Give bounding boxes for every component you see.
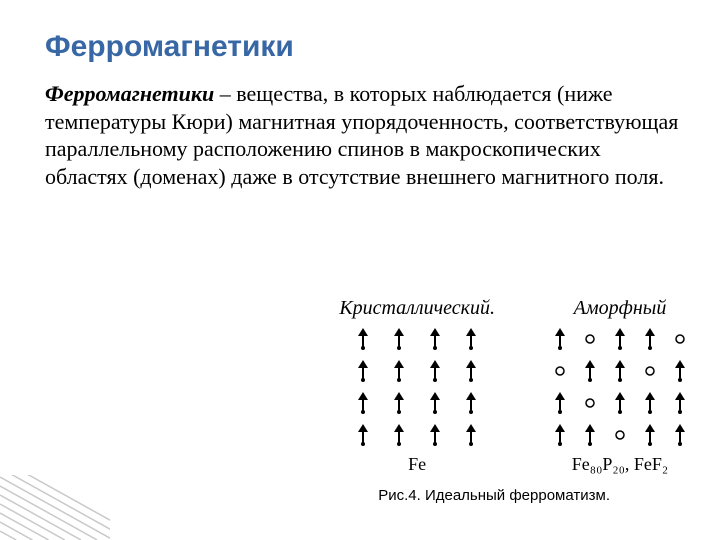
spin-arrow-icon <box>461 392 481 416</box>
crystalline-grid <box>339 328 495 448</box>
slide: Ферромагнетики Ферромагнетики – вещества… <box>0 0 720 540</box>
atom-circle-icon <box>580 392 600 416</box>
spin-arrow-icon <box>461 328 481 352</box>
figure-crystalline-bottom-label: Fe <box>339 454 495 475</box>
figure-amorphous-top-label: Аморфный <box>550 297 690 320</box>
figures-container: Кристаллический. Fe Аморфный Fe₈₀P₂₀, Fe… <box>339 297 690 475</box>
atom-circle-icon <box>550 360 570 384</box>
spin-arrow-icon <box>389 392 409 416</box>
atom-circle-icon <box>580 328 600 352</box>
spin-arrow-icon <box>353 328 373 352</box>
spin-arrow-icon <box>425 328 445 352</box>
figure-crystalline-top-label: Кристаллический. <box>339 297 495 320</box>
amorphous-grid <box>550 328 690 448</box>
spin-arrow-icon <box>610 392 630 416</box>
figure-amorphous-bottom-label: Fe₈₀P₂₀, FeF₂ <box>550 454 690 475</box>
spin-arrow-icon <box>580 360 600 384</box>
figure-caption: Рис.4. Идеальный ферроматизм. <box>378 487 610 504</box>
spin-arrow-icon <box>580 424 600 448</box>
corner-decoration <box>0 475 110 540</box>
spin-arrow-icon <box>550 424 570 448</box>
spin-arrow-icon <box>550 392 570 416</box>
spin-arrow-icon <box>610 360 630 384</box>
spin-arrow-icon <box>670 424 690 448</box>
page-title: Ферромагнетики <box>45 30 680 64</box>
atom-circle-icon <box>610 424 630 448</box>
spin-arrow-icon <box>353 392 373 416</box>
spin-arrow-icon <box>461 424 481 448</box>
spin-arrow-icon <box>353 424 373 448</box>
spin-arrow-icon <box>425 360 445 384</box>
spin-arrow-icon <box>640 392 660 416</box>
definition-term: Ферромагнетики <box>45 81 214 106</box>
spin-arrow-icon <box>670 392 690 416</box>
spin-arrow-icon <box>389 360 409 384</box>
spin-arrow-icon <box>640 424 660 448</box>
spin-arrow-icon <box>461 360 481 384</box>
spin-arrow-icon <box>425 392 445 416</box>
spin-arrow-icon <box>550 328 570 352</box>
figure-crystalline: Кристаллический. Fe <box>339 297 495 475</box>
figure-amorphous: Аморфный Fe₈₀P₂₀, FeF₂ <box>550 297 690 475</box>
atom-circle-icon <box>640 360 660 384</box>
spin-arrow-icon <box>425 424 445 448</box>
spin-arrow-icon <box>640 328 660 352</box>
atom-circle-icon <box>670 328 690 352</box>
spin-arrow-icon <box>389 328 409 352</box>
spin-arrow-icon <box>353 360 373 384</box>
spin-arrow-icon <box>389 424 409 448</box>
spin-arrow-icon <box>610 328 630 352</box>
spin-arrow-icon <box>670 360 690 384</box>
definition-paragraph: Ферромагнетики – вещества, в которых наб… <box>45 80 680 190</box>
